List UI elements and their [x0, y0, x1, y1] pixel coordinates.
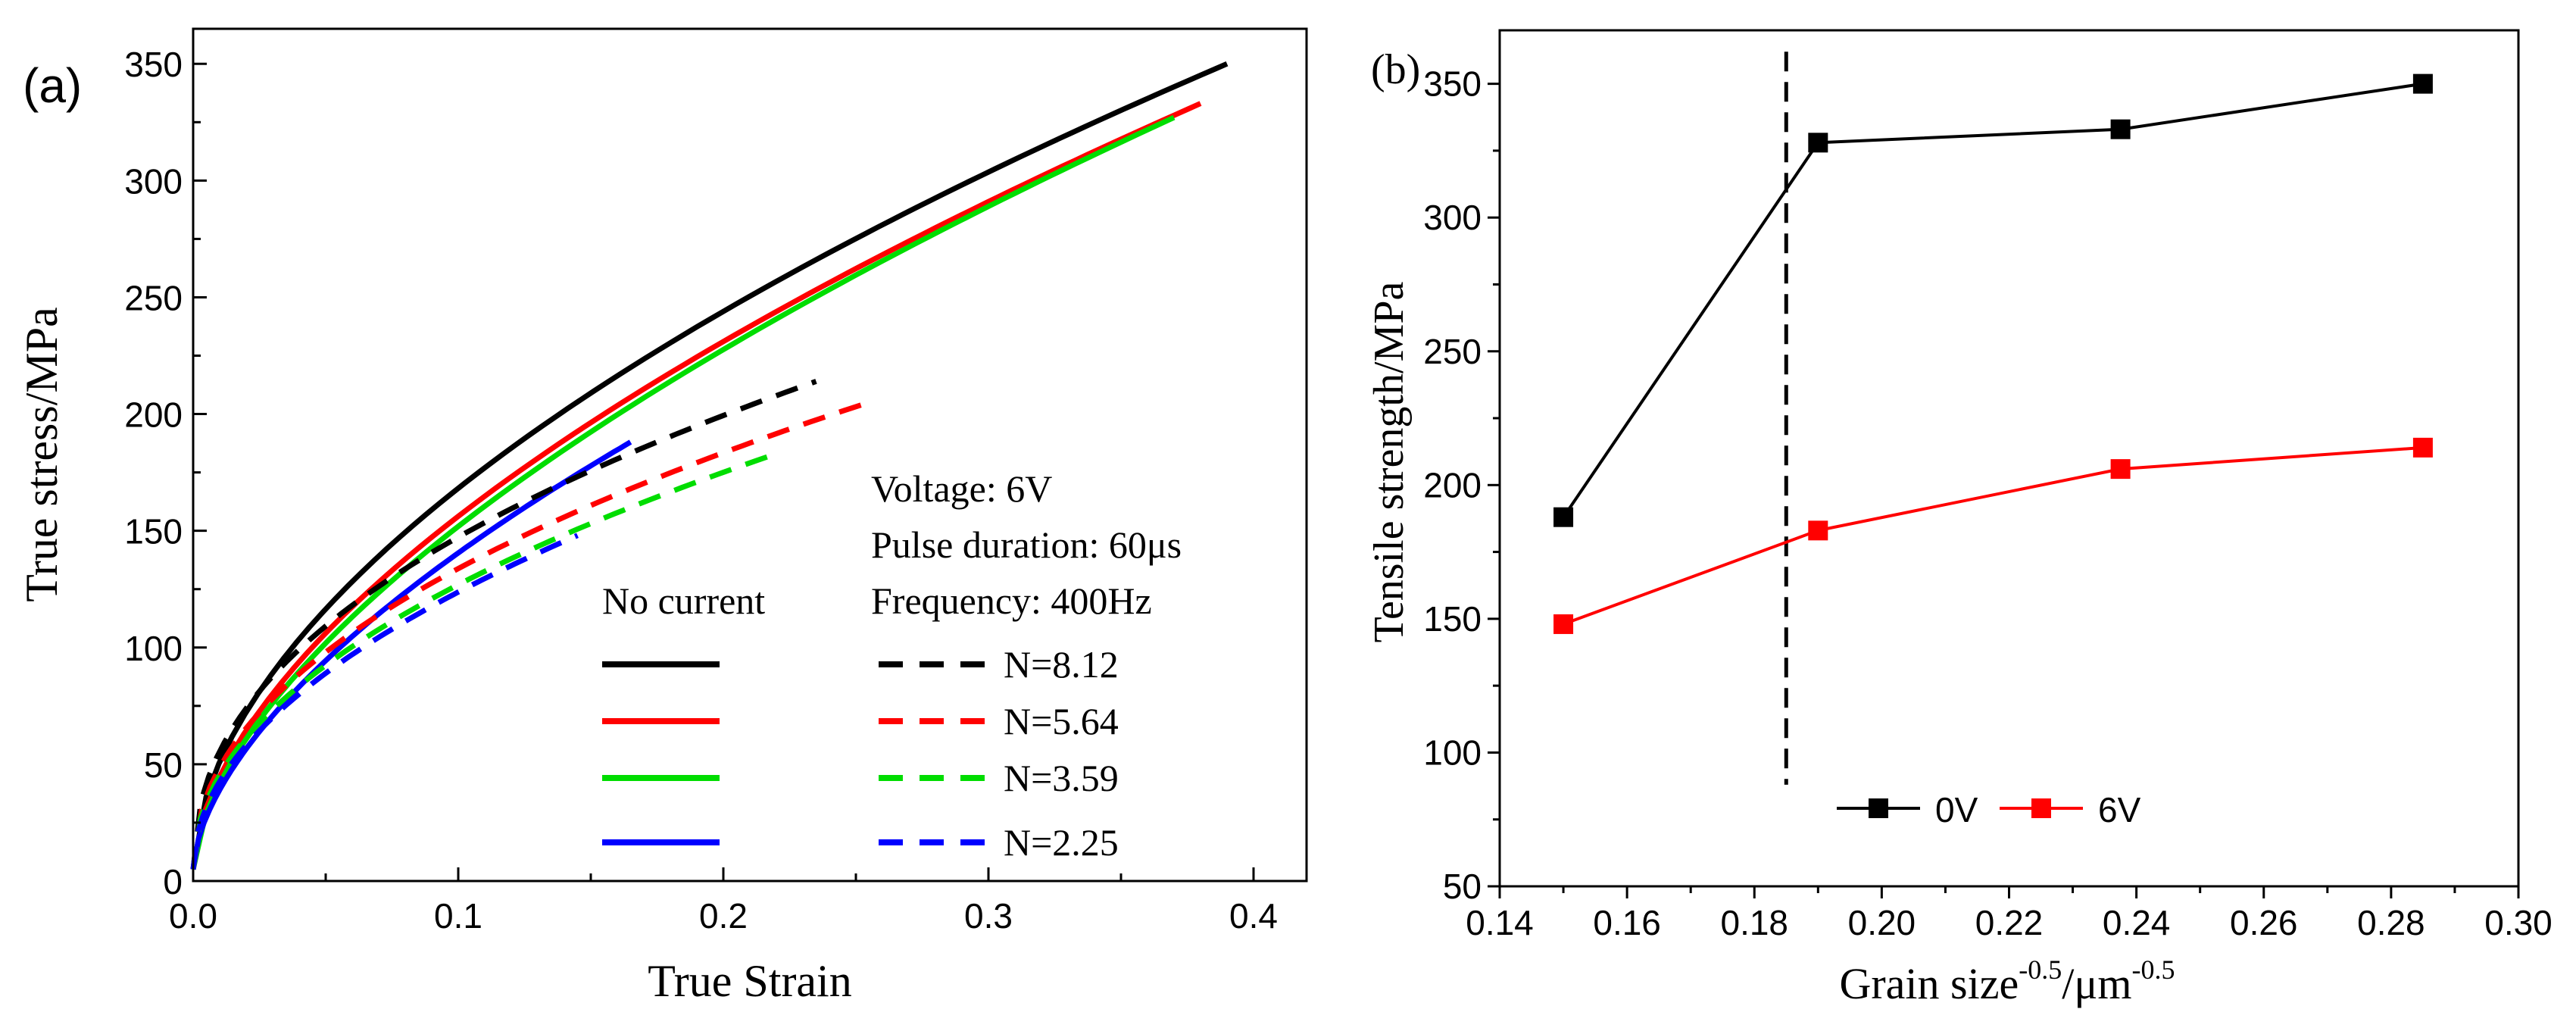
- series-line: [190, 114, 1176, 870]
- y-tick-label: 250: [124, 278, 183, 317]
- y-tick-label: 150: [124, 512, 183, 551]
- panel-a-xlabel: True Strain: [648, 956, 851, 1006]
- panel-a-frame: [192, 27, 1308, 883]
- panel-b-ticks: 0.14 0.16 0.18 0.20 0.22 0.24 0.26 0.28 0.30 50 10…: [1423, 64, 2553, 942]
- y-tick-label: 50: [144, 745, 183, 785]
- x-tick-label: 0.26: [2230, 903, 2298, 942]
- y-tick-label: 350: [1423, 64, 1482, 104]
- y-tick-label: 100: [1423, 733, 1482, 772]
- series-line: [190, 451, 778, 870]
- legend-marker-6v: [2031, 798, 2051, 818]
- x-tick-label: 0.30: [2484, 903, 2553, 942]
- x-tick-label: 0.0: [169, 896, 217, 936]
- y-tick-label: 200: [1423, 465, 1482, 505]
- y-tick-label: 350: [124, 45, 183, 84]
- data-point: [1808, 520, 1828, 541]
- panel-b-series: [1553, 52, 2433, 785]
- series-line: [1562, 82, 2424, 518]
- panel-a-label: (a): [23, 58, 82, 113]
- series-line: [190, 533, 579, 870]
- panel-b-frame: [1498, 29, 2520, 888]
- y-tick-label: 0: [163, 862, 183, 901]
- xlabel-mid: /μm: [2062, 959, 2131, 1008]
- series-line: [1563, 445, 2424, 626]
- panel-b-label: (b): [1371, 46, 1420, 93]
- panel-a-ylabel: True stress/MPa: [17, 307, 67, 602]
- data-point: [2412, 437, 2433, 458]
- series-line: [190, 439, 632, 870]
- panel-a: 0.0 0.1 0.2 0.3 0.4 0 50 100 150 200 250 300 350 (a)…: [17, 27, 1308, 1006]
- panel-b-xlabel: Grain size-0.5/μm-0.5: [1839, 954, 2175, 1008]
- series-line: [190, 101, 1202, 870]
- x-tick-label: 0.4: [1229, 896, 1278, 936]
- data-point: [2110, 459, 2131, 480]
- legend-info-pulse: Pulse duration: 60μs: [871, 523, 1182, 566]
- y-tick-label: 300: [124, 161, 183, 201]
- y-tick-label: 100: [124, 629, 183, 668]
- x-tick-label: 0.1: [434, 896, 482, 936]
- panel-a-ticks: 0.0 0.1 0.2 0.3 0.4 0 50 100 150 200 250 300 350: [124, 45, 1278, 936]
- legend-info-frequency: Frequency: 400Hz: [871, 580, 1152, 622]
- x-tick-label: 0.24: [2103, 903, 2171, 942]
- x-tick-label: 0.3: [964, 896, 1013, 936]
- legend-label-n564: N=5.64: [1004, 700, 1119, 742]
- x-tick-label: 0.18: [1720, 903, 1788, 942]
- data-point: [2412, 73, 2433, 94]
- x-tick-label: 0.2: [699, 896, 748, 936]
- legend-label-n359: N=3.59: [1004, 757, 1119, 799]
- legend-label-n225: N=2.25: [1004, 821, 1119, 864]
- data-point: [1808, 133, 1828, 153]
- y-tick-label: 50: [1443, 867, 1482, 906]
- series-line: [190, 61, 1229, 870]
- panel-a-curves: [190, 61, 1229, 870]
- panel-b: 0.14 0.16 0.18 0.20 0.22 0.24 0.26 0.28 0.30 50 10…: [1366, 29, 2553, 1008]
- y-tick-label: 300: [1423, 198, 1482, 237]
- xlabel-sup2: -0.5: [2132, 954, 2175, 985]
- panel-b-legend: 0V 6V: [1837, 790, 2141, 829]
- legend-label-6v: 6V: [2098, 790, 2141, 829]
- x-tick-label: 0.16: [1593, 903, 1661, 942]
- data-point: [2110, 119, 2131, 139]
- x-tick-label: 0.14: [1466, 903, 1534, 942]
- panel-a-legend: Voltage: 6V Pulse duration: 60μs Frequen…: [602, 467, 1182, 864]
- x-tick-label: 0.22: [1975, 903, 2044, 942]
- y-tick-label: 200: [124, 395, 183, 435]
- panel-b-ylabel: Tensile strength/MPa: [1366, 282, 1413, 643]
- data-point: [1553, 614, 1574, 634]
- xlabel-main: Grain size: [1839, 959, 2019, 1008]
- legend-info-voltage: Voltage: 6V: [871, 467, 1052, 510]
- x-tick-label: 0.28: [2357, 903, 2425, 942]
- series-line: [190, 379, 817, 870]
- legend-label-0v: 0V: [1935, 790, 1978, 829]
- xlabel-sup1: -0.5: [2019, 954, 2062, 985]
- x-tick-label: 0.20: [1848, 903, 1916, 942]
- legend-label-n812: N=8.12: [1004, 643, 1119, 686]
- data-point: [1553, 507, 1574, 527]
- series-line: [190, 399, 870, 870]
- legend-marker-0v: [1869, 798, 1888, 818]
- y-tick-label: 250: [1423, 332, 1482, 371]
- y-tick-label: 150: [1423, 599, 1482, 639]
- legend-no-current-header: No current: [602, 580, 765, 622]
